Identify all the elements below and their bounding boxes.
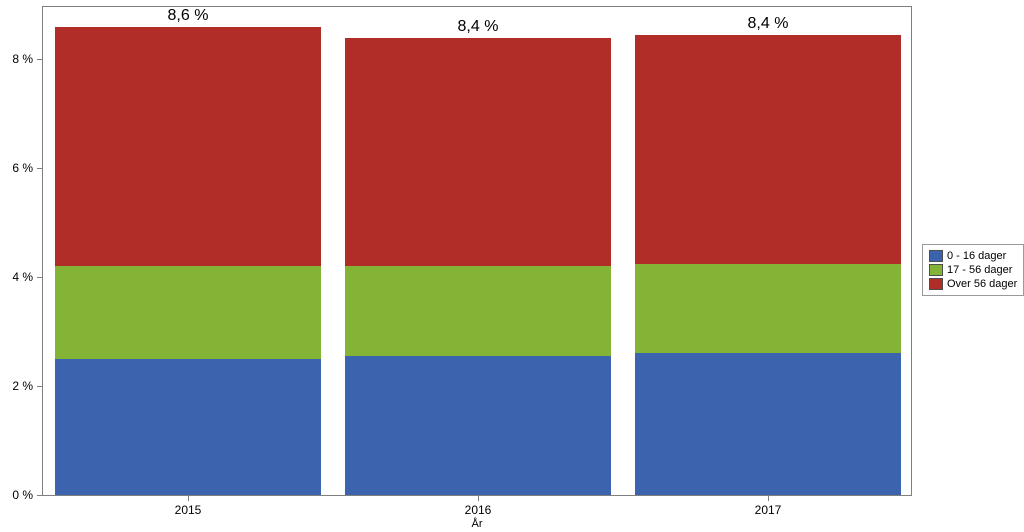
- legend-swatch: [929, 264, 943, 276]
- bar-group: 8,6 %: [55, 7, 322, 495]
- bar-group: 8,4 %: [635, 7, 902, 495]
- legend-swatch: [929, 250, 943, 262]
- x-tick-label: 2017: [755, 495, 782, 517]
- legend-label: 0 - 16 dager: [947, 249, 1006, 263]
- bar-segment: [345, 38, 612, 267]
- bar-total-label: 8,4 %: [345, 18, 612, 36]
- bar-segment: [345, 266, 612, 356]
- x-tick-label: 2015: [175, 495, 202, 517]
- legend-swatch: [929, 278, 943, 290]
- bar-segment: [345, 356, 612, 495]
- legend-label: 17 - 56 dager: [947, 263, 1012, 277]
- bar-segment: [55, 266, 322, 359]
- bar-segment: [55, 27, 322, 267]
- bar-segment: [55, 359, 322, 495]
- stacked-bar-chart: 0 % 2 % 4 % 6 % 8 % 8,6 % 2015 8,4 % 2016 8,4 % 20…: [0, 0, 1024, 532]
- x-tick-label: 2016: [465, 495, 492, 517]
- bar-total-label: 8,6 %: [55, 7, 322, 25]
- legend-item: Over 56 dager: [929, 277, 1017, 291]
- legend-item: 17 - 56 dager: [929, 263, 1017, 277]
- bar-total-label: 8,4 %: [635, 15, 902, 33]
- legend-label: Over 56 dager: [947, 277, 1017, 291]
- bar-group: 8,4 %: [345, 7, 612, 495]
- y-tick-label: 2 %: [12, 379, 43, 393]
- y-tick-label: 4 %: [12, 270, 43, 284]
- bar-segment: [635, 35, 902, 264]
- y-tick-label: 8 %: [12, 52, 43, 66]
- plot-area: 0 %2 %4 %6 %8 %8,6 %20158,4 %20168,4 %20…: [42, 6, 912, 496]
- y-tick-label: 6 %: [12, 161, 43, 175]
- legend-item: 0 - 16 dager: [929, 249, 1017, 263]
- legend: 0 - 16 dager17 - 56 dagerOver 56 dager: [922, 244, 1024, 296]
- bar-segment: [635, 264, 902, 354]
- bar-segment: [635, 353, 902, 495]
- y-tick-label: 0 %: [12, 488, 43, 502]
- x-axis-title: År: [472, 518, 483, 530]
